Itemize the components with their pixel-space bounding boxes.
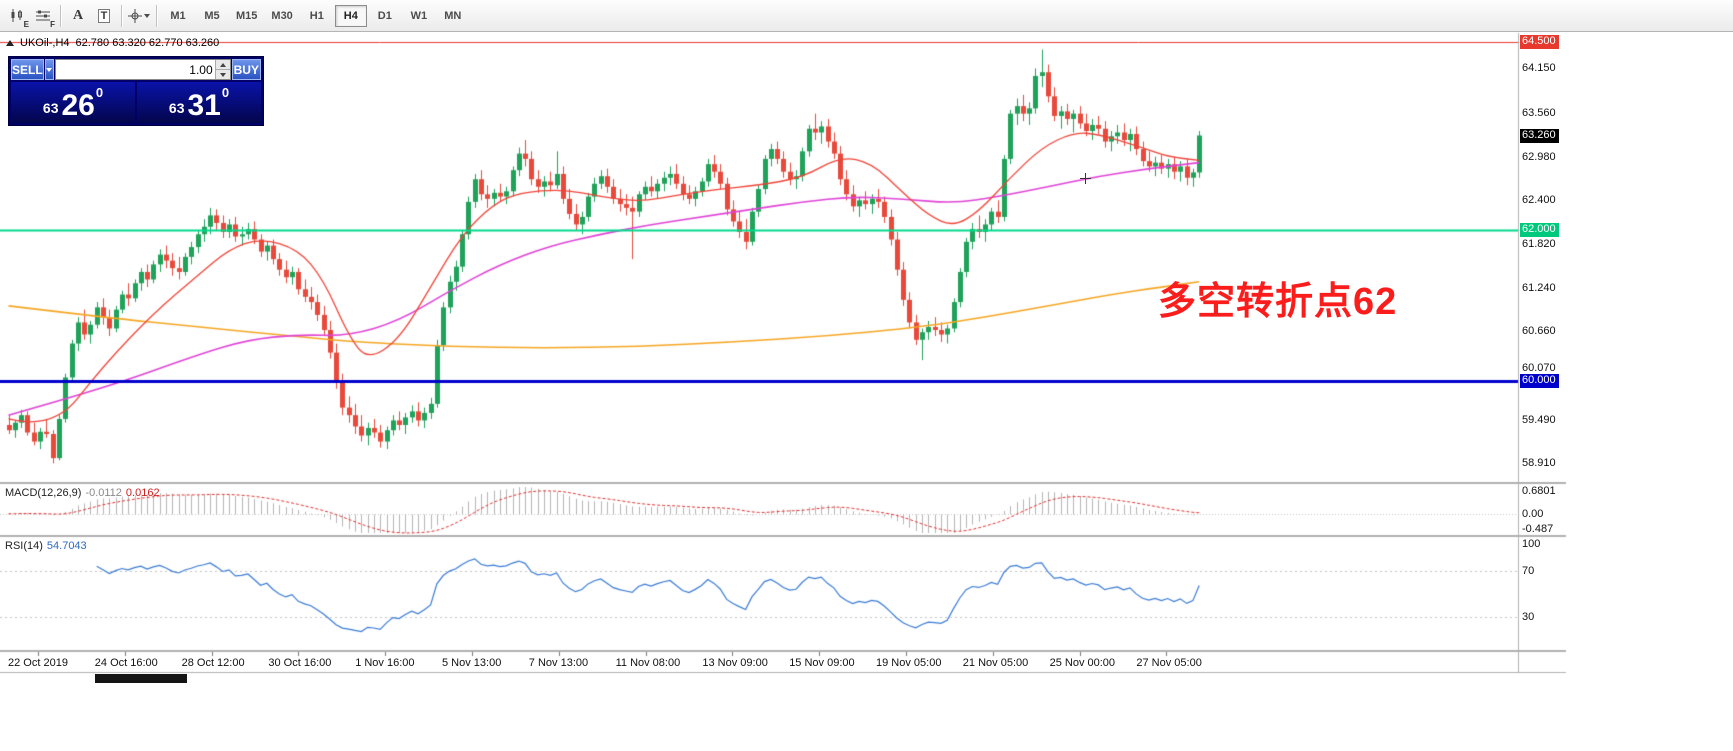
timeframe-w1[interactable]: W1 <box>410 9 428 22</box>
chart-annotation: 多空转折点62 <box>1158 281 1398 323</box>
time-axis-label: 24 Oct 16:00 <box>94 657 158 669</box>
bid-price-display[interactable]: 63 26 0 <box>11 82 135 123</box>
bid-pips: 26 <box>61 89 95 122</box>
icon-sub-label: E <box>23 19 29 29</box>
timeframe-bar: M1 M5 M15 M30 H1 H4 D1 W1 MN <box>161 0 470 31</box>
symbol-header: UKOil-,H4 62.780 63.320 62.770 63.260 <box>6 37 219 49</box>
crosshair-glyph <box>128 8 142 23</box>
chevron-down-icon <box>144 13 150 18</box>
time-axis-label: 27 Nov 05:00 <box>1136 657 1202 669</box>
price-axis-label: 62.400 <box>1522 194 1556 207</box>
buy-button[interactable]: BUY <box>231 59 261 80</box>
price-axis-label: 61.820 <box>1522 238 1556 251</box>
macd-axis-label: 0.00 <box>1522 507 1544 520</box>
macd-label: MACD(12,26,9) -0.0112 0.0162 <box>5 487 160 499</box>
trade-panel-prices: 63 26 0 63 31 0 <box>11 82 261 123</box>
price-axis-marker-62.000: 62.000 <box>1520 223 1559 238</box>
rsi-axis-label: 30 <box>1522 610 1535 623</box>
macd-axis-label: -0.487 <box>1522 523 1554 535</box>
macd-name: MACD(12,26,9) <box>5 487 82 499</box>
bid-frac: 0 <box>95 85 104 100</box>
price-axis-marker-60.000: 60.000 <box>1520 374 1559 389</box>
price-axis-label: 58.910 <box>1522 457 1556 470</box>
time-axis-label: 19 Nov 05:00 <box>876 657 942 669</box>
rsi-name: RSI(14) <box>5 540 43 552</box>
cursor-tool-icon[interactable] <box>127 4 151 28</box>
macd-main-value: -0.0112 <box>85 487 122 499</box>
ask-main: 63 <box>168 100 185 116</box>
time-axis-label: 5 Nov 13:00 <box>442 657 502 669</box>
chevron-up-icon <box>219 62 226 67</box>
time-axis-label: 11 Nov 08:00 <box>615 657 681 669</box>
levels-glyph <box>36 10 50 20</box>
time-axis-label: 30 Oct 16:00 <box>268 657 332 669</box>
price-axis-label: 63.560 <box>1522 106 1556 119</box>
time-axis-label: 13 Nov 09:00 <box>702 657 768 669</box>
time-axis-label: 28 Oct 12:00 <box>181 657 245 669</box>
price-axis-marker-64.500: 64.500 <box>1520 35 1559 50</box>
time-axis-label: 21 Nov 05:00 <box>962 657 1029 669</box>
time-axis-label: 15 Nov 09:00 <box>789 657 855 669</box>
candlestick-chart-icon[interactable]: E <box>5 4 29 29</box>
price-axis-label: 61.240 <box>1522 281 1556 294</box>
ask-frac: 0 <box>221 85 230 100</box>
toolbar: E F A T M1 M <box>0 0 1733 32</box>
font-tool-icon[interactable]: A <box>66 4 90 28</box>
chevron-down-icon <box>219 72 226 77</box>
timeframe-m1[interactable]: M1 <box>170 9 186 22</box>
price-axis-marker-63.260: 63.260 <box>1520 128 1559 143</box>
timeframe-mn[interactable]: MN <box>444 9 462 22</box>
text-tool-label: T <box>97 8 111 23</box>
bottom-bar-fragment <box>95 674 187 683</box>
time-axis-label: 22 Oct 2019 <box>8 657 68 669</box>
sell-button[interactable]: SELL <box>11 59 44 80</box>
timeframe-m15[interactable]: M15 <box>236 9 258 22</box>
price-axis-label: 64.150 <box>1522 62 1556 75</box>
timeframe-d1[interactable]: D1 <box>377 9 392 22</box>
time-axis-label: 25 Nov 00:00 <box>1049 657 1116 669</box>
bid-main: 63 <box>42 100 59 116</box>
volume-field <box>54 59 231 80</box>
macd-signal-value: 0.0162 <box>125 487 160 499</box>
rsi-value: 54.7043 <box>46 540 87 552</box>
price-axis-label: 60.660 <box>1522 325 1556 338</box>
price-axis-label: 62.980 <box>1522 150 1556 163</box>
volume-input[interactable] <box>55 60 215 79</box>
font-tool-label: A <box>72 7 84 23</box>
symbol-name: UKOil-,H4 <box>20 37 70 49</box>
chevron-down-icon <box>46 67 53 72</box>
toolbar-separator <box>60 4 61 27</box>
timeframe-h1[interactable]: H1 <box>309 9 324 22</box>
icon-sub-label: F <box>50 19 55 29</box>
candlestick-glyph <box>11 8 22 22</box>
time-axis-label: 1 Nov 16:00 <box>355 657 415 669</box>
volume-decrease-button[interactable] <box>215 70 230 79</box>
timeframe-m30[interactable]: M30 <box>271 9 293 22</box>
ohlc-values: 62.780 63.320 62.770 63.260 <box>75 37 220 49</box>
timeframe-h4[interactable]: H4 <box>334 4 367 27</box>
timeframe-m5[interactable]: M5 <box>204 9 220 22</box>
volume-increase-button[interactable] <box>215 60 230 70</box>
price-axis-label: 60.070 <box>1522 362 1556 375</box>
ask-price-display[interactable]: 63 31 0 <box>137 82 261 123</box>
indicator-levels-icon[interactable]: F <box>31 4 55 29</box>
toolbar-separator <box>121 4 122 27</box>
rsi-axis-label: 70 <box>1522 565 1535 578</box>
rsi-axis-label: 100 <box>1522 538 1541 550</box>
trade-panel-controls: SELL BUY <box>11 59 261 80</box>
volume-stepper <box>214 60 230 79</box>
time-axis-label: 7 Nov 13:00 <box>528 657 589 669</box>
crosshair-cursor <box>1080 173 1091 184</box>
order-type-dropdown[interactable] <box>44 59 54 80</box>
collapse-triangle-icon[interactable] <box>6 40 14 46</box>
text-tool-icon[interactable]: T <box>92 4 116 28</box>
toolbar-separator <box>156 4 157 27</box>
price-axis-label: 59.490 <box>1522 413 1556 426</box>
macd-axis-label: 0.6801 <box>1522 485 1556 497</box>
ask-pips: 31 <box>187 89 221 122</box>
rsi-label: RSI(14) 54.7043 <box>5 540 87 552</box>
